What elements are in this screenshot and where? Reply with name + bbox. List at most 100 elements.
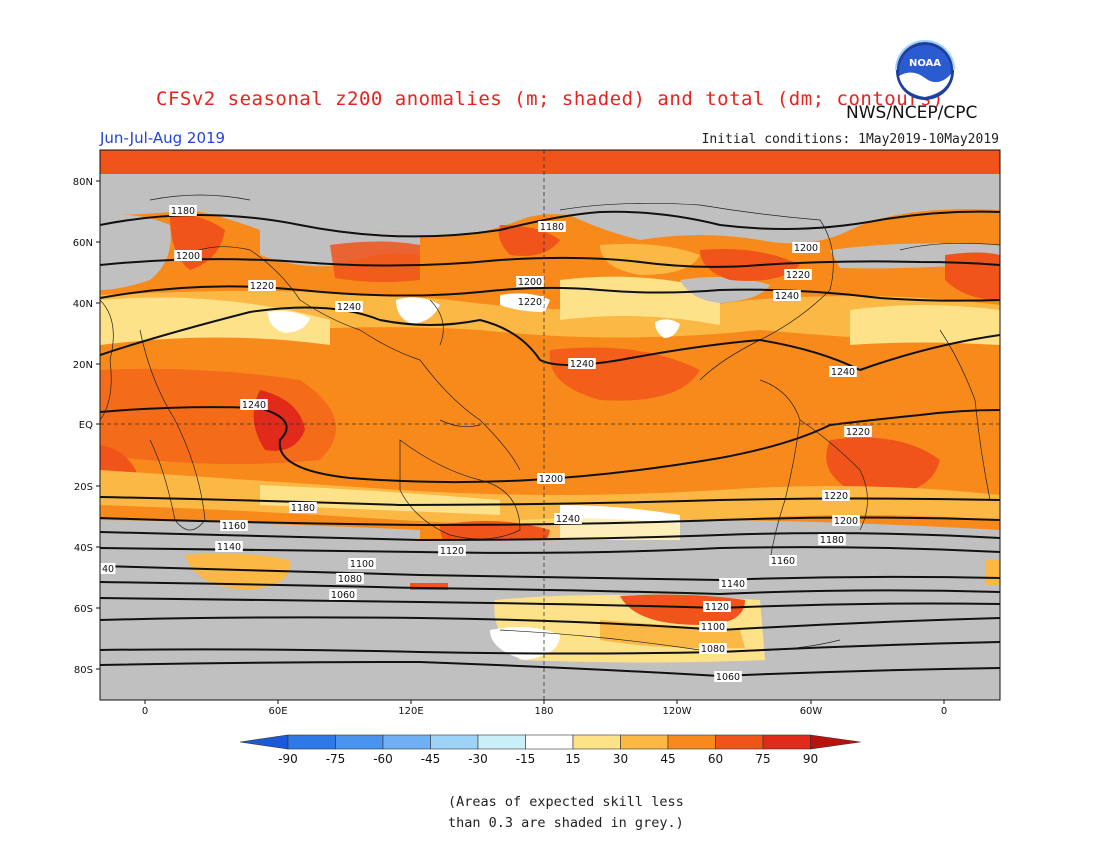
contour-label-bg [832,515,860,526]
contour-label-bg [516,276,544,287]
colorbar-segment [572,734,621,750]
contour-label-bg [719,578,747,589]
colorbar-segment [715,734,764,750]
lat-label: 60N [73,238,93,249]
map-frame [99,149,1001,701]
contour-label: 1240 [337,302,361,313]
contour-label-bg [714,671,742,682]
contour-label: 1200 [794,243,818,254]
lat-label: 80S [74,665,93,676]
colorbar-segment [762,734,811,750]
contour-label: 1180 [820,535,844,546]
agency-label: NWS/NCEP/CPC [846,103,978,123]
colorbar: -90 -75 -60 -45 -30 -15 15 30 45 60 75 90 [239,734,861,766]
contour-label: 1220 [824,491,848,502]
contour-label-bg [174,250,202,261]
contour-label-bg [100,563,116,574]
contour-label-bg [248,280,276,291]
lon-label: 0 [941,706,947,717]
contour-label-bg [773,290,801,301]
anomaly-map: 1180 1200 1220 1240 1240 1240 1240 1220 1200 1180… [73,149,1001,717]
noaa-logo-icon: NOAA [895,40,955,100]
contour-label: 1080 [338,574,362,585]
contour-label: 1060 [716,672,740,683]
contour-label: 1180 [540,222,564,233]
contour-label: 1240 [556,514,580,525]
contour-label: 1100 [701,622,725,633]
contour-label-bg [538,221,566,232]
contour-label-bg [829,366,857,377]
contour-label: 1220 [786,270,810,281]
contour-label-bg [537,473,565,484]
colorbar-tick: 45 [660,752,675,766]
contour-label: 1200 [176,251,200,262]
contour-label: 1220 [518,297,542,308]
contour-label-bg [822,490,850,501]
contour-label: 1200 [834,516,858,527]
contour-label-bg [554,513,582,524]
colorbar-tick: -60 [373,752,393,766]
contour-label: 1220 [250,281,274,292]
logo-text: NOAA [909,58,941,69]
contour-label: 1140 [721,579,745,590]
colorbar-tick: 15 [565,752,580,766]
skill-note-line-2: than 0.3 are shaded in grey.) [448,815,684,831]
lat-label: 40N [73,299,93,310]
lon-label: 0 [142,706,148,717]
colorbar-segment [335,734,384,750]
page-title: CFSv2 seasonal z200 anomalies (m; shaded… [156,88,944,110]
colorbar-tick: 30 [613,752,628,766]
lat-label: 40S [74,543,93,554]
contour-label: 40 [102,564,114,575]
contour-label: 1240 [831,367,855,378]
contour-label-bg [240,399,268,410]
contour-label: 1240 [242,400,266,411]
colorbar-segment [620,734,669,750]
contour-label-bg [769,555,797,566]
contour-label-bg [699,643,727,654]
contour-label: 1080 [701,644,725,655]
colorbar-segment [430,734,479,750]
colorbar-segment [477,734,526,750]
contour-label: 1240 [775,291,799,302]
colorbar-tick: -75 [326,752,346,766]
contour-label: 1160 [771,556,795,567]
lon-label: 120E [398,706,423,717]
contour-label-bg [792,242,820,253]
colorbar-tick: -30 [468,752,488,766]
contours [100,210,1000,678]
skill-note: (Areas of expected skill less than 0.3 a… [448,792,748,834]
colorbar-segment [667,734,716,750]
contour-label: 1060 [331,590,355,601]
colorbar-high-arrow [810,734,861,750]
contour-label-bg [516,296,544,307]
colorbar-segment [382,734,431,750]
initial-conditions: Initial conditions: 1May2019-10May2019 [701,132,999,147]
contour-label-bg [784,269,812,280]
contour-label: 1140 [217,542,241,553]
colorbar-tick: -15 [516,752,536,766]
lon-label: 120W [663,706,692,717]
contour-label: 1180 [291,503,315,514]
contour-label: 1120 [705,602,729,613]
colorbar-tick: 90 [803,752,818,766]
contour-label-bg [348,558,376,569]
lon-label: 60E [268,706,287,717]
contour-label-bg [699,621,727,632]
lat-label: 80N [73,177,93,188]
contour-label-bg [336,573,364,584]
contour-label-bg [220,520,248,531]
contour-label-bg [329,589,357,600]
contour-label-bg [438,545,466,556]
lat-label: 60S [74,604,93,615]
anomaly-field [100,150,1000,700]
contour-label: 1200 [518,277,542,288]
contour-label-bg [568,358,596,369]
colorbar-tick: 60 [708,752,723,766]
contour-label: 1160 [222,521,246,532]
colorbar-segment [525,734,574,750]
season-label: Jun-Jul-Aug 2019 [100,129,226,147]
contour-label-bg [169,205,197,216]
contour-label: 1200 [539,474,563,485]
colorbar-low-arrow [239,734,289,750]
